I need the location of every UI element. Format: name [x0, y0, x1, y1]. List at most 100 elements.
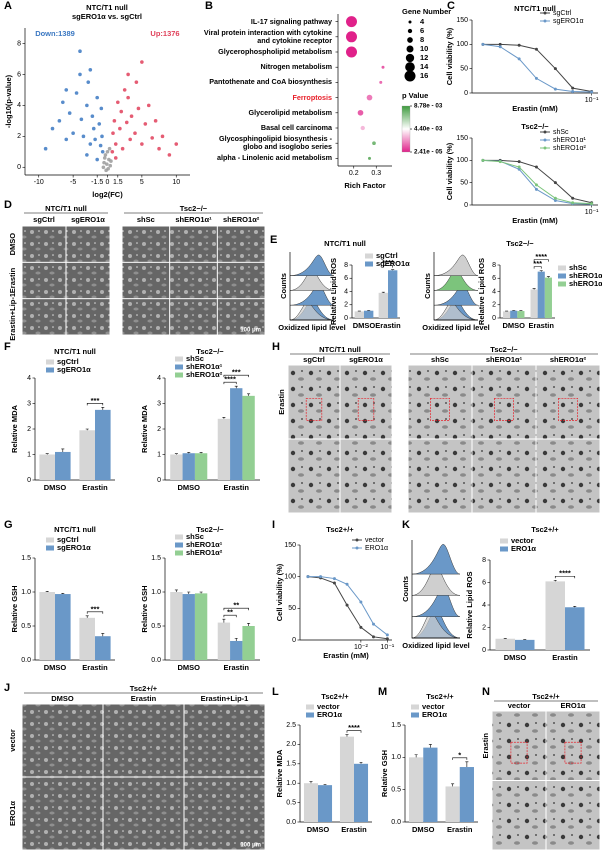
legend-marker	[543, 11, 547, 15]
micrograph	[103, 777, 184, 850]
bar	[217, 622, 231, 660]
marker	[534, 183, 538, 187]
column-label: shSc	[431, 355, 449, 364]
point	[97, 122, 102, 126]
bar	[445, 786, 460, 822]
legend-label: shERO1α²	[569, 279, 602, 288]
bar	[39, 454, 55, 480]
marker	[385, 637, 389, 641]
chart-title: Tsc2−/−	[196, 347, 224, 356]
y-tick-label: 1	[157, 451, 161, 458]
significance-bracket	[223, 374, 249, 378]
y-tick-label: 4	[344, 288, 348, 295]
scale-bar-label: 100 μm	[240, 328, 261, 334]
zoom-box	[494, 397, 514, 421]
colorbar-label: 8.78e - 03	[414, 103, 443, 110]
error-bar	[573, 606, 577, 608]
y-axis-label: -log10(p-value)	[4, 74, 13, 128]
column-label: sgCtrl	[33, 215, 55, 224]
legend-label: 8	[420, 35, 424, 44]
legend-label: vector	[317, 702, 340, 711]
legend-label: shERO1α¹	[569, 271, 602, 280]
pathway-label: Ferroptosis	[292, 92, 332, 102]
error-bar	[391, 269, 395, 271]
legend-swatch	[365, 253, 373, 259]
significance-bracket	[223, 381, 237, 385]
y-tick-label: 100	[284, 574, 296, 581]
legend-label: shSc	[569, 263, 587, 272]
y-tick-label: 0.5	[391, 787, 401, 794]
y-tick-label: 150	[456, 17, 468, 24]
curve	[307, 576, 388, 640]
bar	[79, 430, 95, 480]
marker	[372, 635, 376, 639]
column-label: vector	[508, 701, 531, 710]
point	[136, 106, 141, 111]
y-tick-label: 6	[492, 275, 496, 282]
error-bar	[45, 591, 49, 592]
point	[146, 103, 151, 108]
x-tick-label: DMSO	[178, 483, 201, 492]
error-bar	[174, 589, 178, 592]
error-bar	[101, 407, 105, 410]
x-tick-label: DMSO	[178, 663, 201, 672]
point	[57, 119, 62, 123]
y-tick-label: 50	[288, 605, 296, 612]
bubble	[346, 31, 357, 43]
y-tick-label: 50	[460, 66, 468, 73]
y-axis-label: Relative GSH	[140, 585, 149, 632]
chart-title: NTC/T1 null	[324, 239, 366, 248]
micrograph	[546, 781, 600, 850]
legend-bubble	[408, 20, 412, 24]
legend-swatch	[500, 546, 508, 552]
x-tick-label: -10	[34, 179, 44, 186]
x-tick-label: 0.2	[349, 170, 359, 177]
chart-title: NTC/T1 null	[86, 3, 128, 12]
point	[160, 134, 165, 139]
bar	[517, 311, 525, 318]
point	[143, 122, 148, 126]
marker	[498, 42, 502, 46]
y-axis-label: Relative Lipid ROS	[477, 258, 486, 325]
column-label: shERO1α¹	[486, 355, 523, 364]
marker	[306, 575, 310, 579]
y-axis-label: Relative GSH	[10, 585, 19, 632]
y-tick-label: 4	[157, 375, 161, 382]
significance-label: ***	[91, 396, 100, 405]
y-tick-label: 0.5	[286, 799, 296, 806]
y-tick-label: 4	[482, 602, 486, 609]
micrograph	[22, 704, 103, 777]
chart-title: Tsc2−/−	[196, 525, 224, 534]
legend-swatch	[46, 359, 54, 365]
error-bar	[85, 615, 89, 618]
y-tick-label: 0.0	[286, 819, 296, 826]
colorbar	[401, 105, 411, 153]
chart-title: Tsc2+/+	[531, 525, 559, 534]
micrograph	[66, 299, 110, 335]
y-tick-label: 6	[17, 71, 21, 78]
marker	[481, 158, 485, 162]
error-bar	[414, 754, 418, 758]
flow-axes	[411, 540, 460, 639]
x-tick-label: Erastin	[224, 663, 250, 672]
marker	[319, 575, 323, 579]
legend-bubble	[405, 53, 415, 63]
column-label: sgCtrl	[303, 355, 325, 364]
legend-label: shERO1α¹	[186, 540, 223, 549]
micrograph	[340, 365, 392, 439]
legend-swatch	[558, 273, 566, 279]
y-tick-label: 1.0	[151, 589, 161, 596]
legend-label: sgERO1α	[57, 365, 91, 374]
micrograph	[66, 262, 110, 299]
scale-bar-label: 100 μm	[240, 843, 261, 849]
legend-label: ERO1α	[365, 545, 388, 552]
legend-label: shSc	[186, 532, 204, 541]
bar	[409, 757, 424, 822]
bubble	[372, 141, 376, 146]
micrograph	[536, 365, 600, 439]
y-tick-label: 4	[492, 288, 496, 295]
micrograph	[217, 262, 265, 299]
point	[101, 165, 106, 170]
y-tick-label: 1.5	[151, 555, 161, 562]
panel-label: M	[378, 686, 387, 698]
